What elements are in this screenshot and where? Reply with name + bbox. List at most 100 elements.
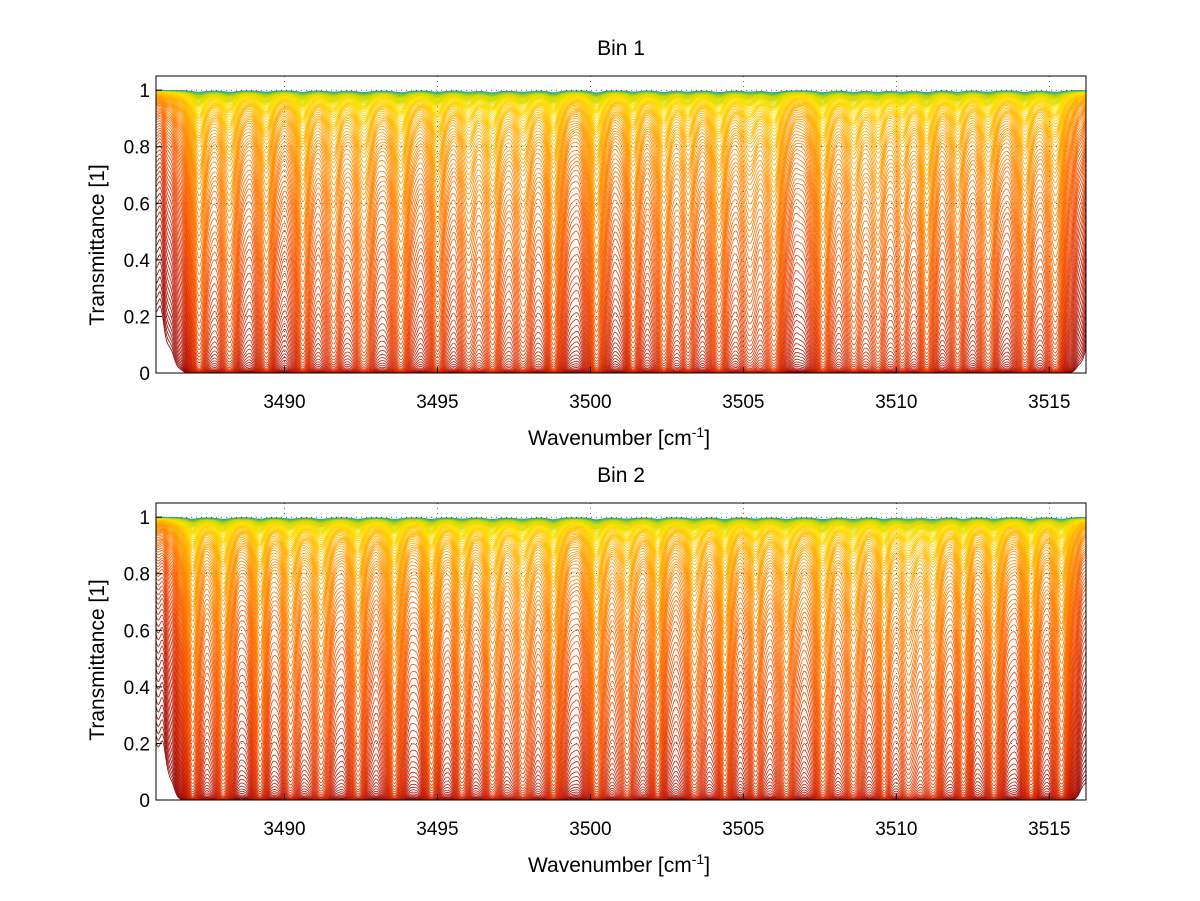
y-tick-label: 0 bbox=[139, 364, 150, 385]
transmittance-series bbox=[156, 521, 1086, 585]
chart-title: Bin 2 bbox=[597, 464, 645, 487]
transmittance-series bbox=[156, 170, 1086, 373]
plot-area bbox=[155, 75, 1087, 374]
y-axis-label: Transmittance [1] bbox=[86, 579, 109, 740]
transmittance-series bbox=[156, 517, 1086, 536]
transmittance-series bbox=[156, 608, 1086, 800]
x-tick-label: 3500 bbox=[569, 819, 611, 840]
transmittance-series bbox=[156, 111, 1086, 299]
transmittance-series bbox=[156, 94, 1086, 160]
x-axis-label: Wavenumber [cm-1] bbox=[528, 424, 710, 450]
transmittance-series bbox=[156, 524, 1086, 620]
transmittance-series bbox=[156, 94, 1086, 163]
y-tick-label: 1 bbox=[139, 508, 150, 529]
transmittance-series bbox=[156, 92, 1086, 134]
x-tick-label: 3495 bbox=[416, 819, 458, 840]
transmittance-series bbox=[156, 518, 1086, 542]
transmittance-series bbox=[156, 520, 1086, 577]
transmittance-series bbox=[156, 518, 1086, 551]
transmittance-series bbox=[156, 524, 1086, 613]
axes-frame bbox=[155, 502, 1087, 801]
transmittance-series bbox=[156, 598, 1086, 799]
x-tick-labels: 3490 3495 3500 3505 3510 3515 bbox=[263, 367, 1070, 413]
x-tick-label: 3515 bbox=[1028, 392, 1070, 413]
transmittance-series bbox=[156, 127, 1086, 348]
transmittance-series bbox=[156, 95, 1086, 167]
transmittance-series bbox=[156, 603, 1086, 800]
transmittance-series bbox=[156, 577, 1086, 793]
transmittance-series bbox=[156, 526, 1086, 632]
transmittance-series bbox=[156, 97, 1086, 202]
transmittance-series bbox=[156, 92, 1086, 131]
transmittance-series bbox=[156, 93, 1086, 156]
transmittance-series bbox=[156, 529, 1086, 664]
transmittance-series bbox=[156, 91, 1086, 116]
transmittance-series bbox=[156, 165, 1086, 373]
transmittance-series bbox=[156, 91, 1086, 114]
transmittance-series bbox=[156, 522, 1086, 592]
transmittance-series bbox=[156, 520, 1086, 565]
transmittance-series bbox=[156, 589, 1086, 798]
transmittance-series bbox=[156, 115, 1086, 321]
transmittance-series bbox=[156, 532, 1086, 680]
transmittance-series bbox=[156, 581, 1086, 795]
transmittance-series bbox=[156, 652, 1086, 800]
transmittance-series bbox=[156, 528, 1086, 649]
x-tick-label: 3515 bbox=[1028, 819, 1070, 840]
x-tick-label: 3505 bbox=[722, 392, 764, 413]
y-axis-label: Transmittance [1] bbox=[86, 164, 109, 325]
transmittance-series bbox=[156, 519, 1086, 559]
transmittance-series bbox=[156, 543, 1086, 738]
transmittance-series bbox=[156, 91, 1086, 125]
transmittance-series bbox=[156, 145, 1086, 367]
transmittance-series bbox=[156, 93, 1086, 152]
transmittance-series bbox=[156, 519, 1086, 555]
transmittance-series bbox=[156, 525, 1086, 626]
transmittance-series bbox=[156, 91, 1086, 120]
transmittance-series bbox=[156, 96, 1086, 189]
transmittance-series bbox=[156, 572, 1086, 791]
transmittance-series bbox=[156, 518, 1086, 538]
transmittance-series bbox=[156, 153, 1086, 370]
transmittance-series bbox=[156, 517, 1086, 530]
x-axis-label-end: ] bbox=[704, 427, 710, 450]
transmittance-series bbox=[156, 104, 1086, 264]
transmittance-series bbox=[156, 565, 1086, 785]
transmittance-series bbox=[156, 103, 1086, 257]
x-axis-label-end: ] bbox=[704, 854, 710, 877]
transmittance-series bbox=[156, 518, 1086, 543]
transmittance-series bbox=[156, 520, 1086, 568]
transmittance-series bbox=[156, 555, 1086, 768]
transmittance-series bbox=[156, 518, 1086, 541]
transmittance-series bbox=[156, 518, 1086, 539]
y-tick-label: 0.8 bbox=[124, 138, 150, 159]
y-tick-label: 0 bbox=[139, 791, 150, 812]
x-axis-label-main: Wavenumber [cm bbox=[528, 854, 692, 877]
y-tick-label: 1 bbox=[139, 81, 150, 102]
transmittance-series bbox=[156, 110, 1086, 292]
x-axis-label: Wavenumber [cm-1] bbox=[528, 851, 710, 877]
y-tick-label: 0.8 bbox=[124, 565, 150, 586]
x-tick-label: 3505 bbox=[722, 819, 764, 840]
transmittance-series bbox=[156, 520, 1086, 573]
chart-panel-bin-2: Bin 2 0 0.2 0.4 0.6 0.8 1 3490 3495 3500 3505 351… bbox=[86, 464, 1087, 877]
x-tick-label: 3510 bbox=[875, 819, 917, 840]
y-tick-label: 0.4 bbox=[124, 678, 151, 699]
transmittance-series bbox=[156, 562, 1086, 781]
transmittance-series bbox=[156, 549, 1086, 757]
transmittance-series bbox=[156, 516, 1086, 521]
transmittance-series bbox=[156, 93, 1086, 147]
transmittance-series bbox=[156, 535, 1086, 702]
transmittance-series bbox=[156, 175, 1086, 373]
axes-frame bbox=[155, 75, 1087, 374]
x-tick-label: 3490 bbox=[263, 819, 305, 840]
transmittance-series bbox=[156, 537, 1086, 708]
transmittance-series bbox=[156, 112, 1086, 307]
chart-title: Bin 1 bbox=[597, 37, 645, 60]
y-tick-label: 0.6 bbox=[124, 194, 150, 215]
x-axis-label-superscript: -1 bbox=[692, 424, 705, 440]
transmittance-series bbox=[156, 138, 1086, 362]
transmittance-series bbox=[156, 91, 1086, 122]
transmittance-series bbox=[156, 540, 1086, 723]
